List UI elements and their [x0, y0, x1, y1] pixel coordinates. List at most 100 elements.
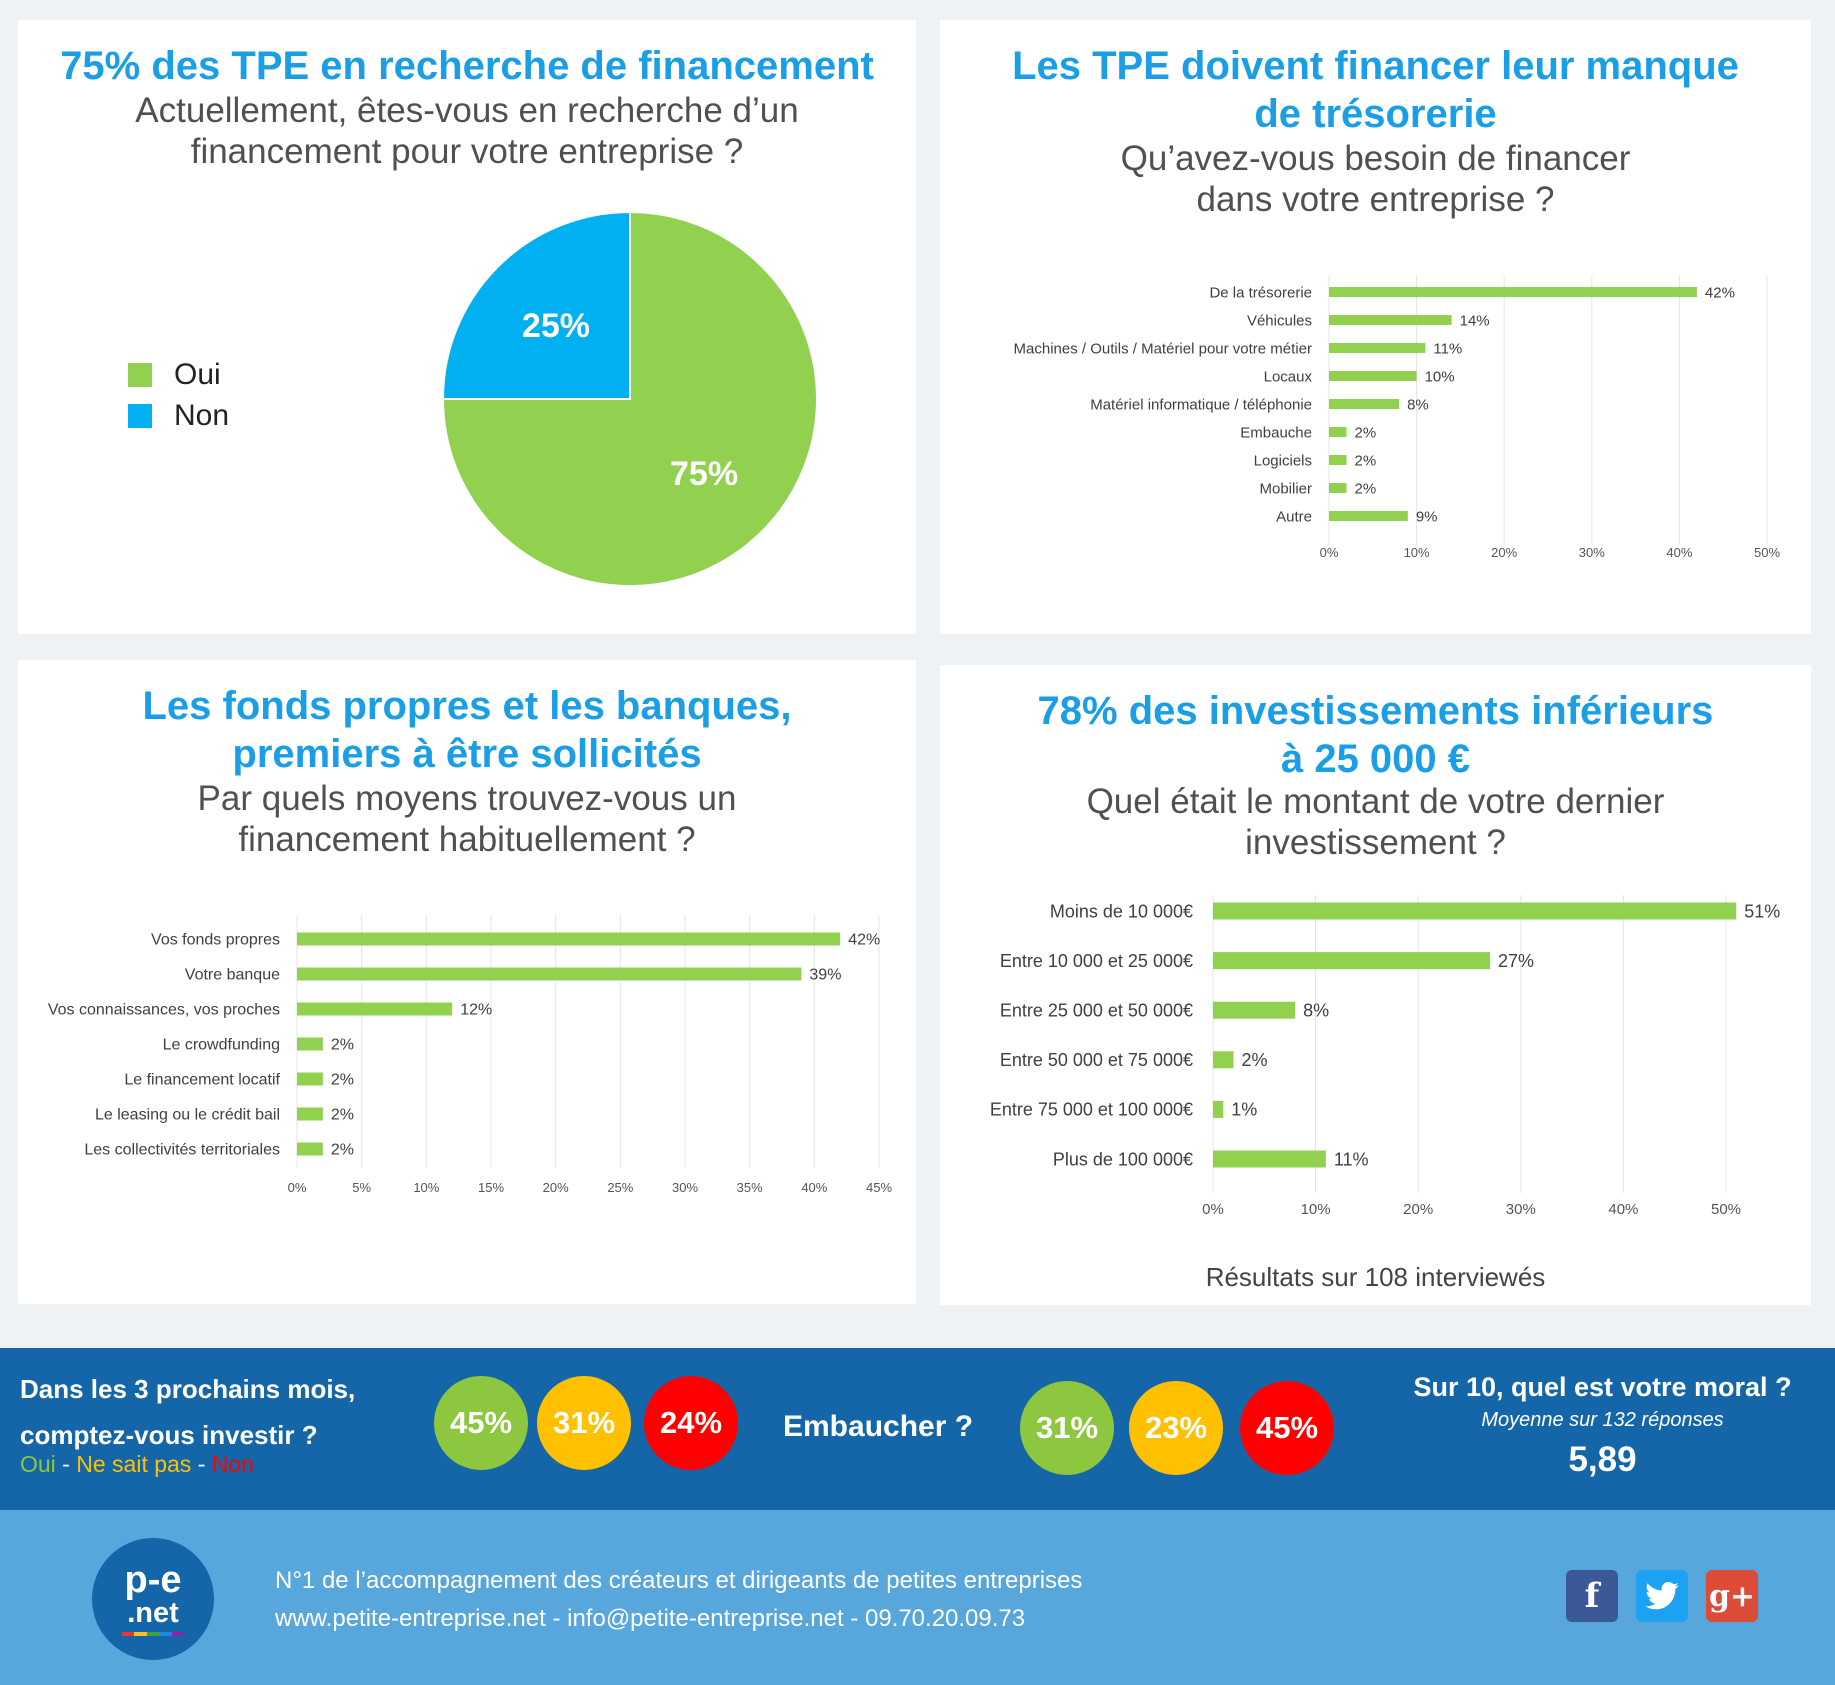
category-label: Votre banque	[185, 967, 280, 984]
invest-oui-circle: 45%	[434, 1376, 528, 1470]
bar-chart-amount: 0% 10% 20% 30% 40% 50% Moins de 10 000€ 51% Entr…	[990, 895, 1780, 1218]
pie-chart: 75% 25%	[441, 210, 818, 587]
pie-label-non: 25%	[522, 307, 590, 345]
x-tick-label: 30%	[1579, 545, 1605, 560]
x-tick-label: 10%	[1301, 1201, 1331, 1218]
logo-color-bar	[122, 1632, 185, 1636]
legend-item-non: Non	[128, 395, 229, 436]
data-label: 2%	[1355, 424, 1377, 441]
bar	[1329, 343, 1426, 353]
twitter-icon[interactable]	[1636, 1570, 1688, 1622]
x-tick-label: 45%	[866, 1180, 892, 1195]
data-label: 39%	[809, 967, 841, 984]
bar	[1329, 427, 1347, 437]
x-tick-label: 50%	[1711, 1201, 1741, 1218]
category-label: Vos connaissances, vos proches	[48, 1002, 280, 1019]
panel-question-line2: investissement ?	[1245, 823, 1506, 862]
bar	[1213, 1150, 1326, 1168]
x-tick-label: 0%	[1320, 545, 1339, 560]
bar	[1213, 952, 1491, 970]
bar-chart-means: 0% 5% 10% 15% 20% 25% 30% 35% 40% 45% Vos fonds pr…	[48, 915, 892, 1195]
pe-net-logo[interactable]: p-e .net	[92, 1538, 214, 1660]
legend-swatch-oui	[128, 362, 152, 387]
panel-question-line1: Par quels moyens trouvez-vous un	[197, 779, 737, 818]
data-label: 1%	[1231, 1100, 1257, 1120]
x-tick-label: 15%	[478, 1180, 504, 1195]
category-label: Véhicules	[1247, 312, 1312, 329]
legend-item-oui: Oui	[128, 354, 229, 395]
panel-title-line2: premiers à être sollicités	[232, 732, 702, 776]
data-label: 10%	[1425, 368, 1455, 385]
facebook-icon[interactable]: f	[1566, 1570, 1618, 1622]
x-tick-label: 40%	[801, 1180, 827, 1195]
legend-swatch-non	[128, 403, 152, 428]
footer-text: N°1 de l’accompagnement des créateurs et…	[275, 1562, 1082, 1638]
moral-block: Sur 10, quel est votre moral ? Moyenne s…	[1370, 1372, 1835, 1480]
panel-title-line2: de trésorerie	[1254, 92, 1497, 136]
category-label: Moins de 10 000€	[1050, 901, 1193, 921]
results-footnote: Résultats sur 108 interviewés	[1205, 1262, 1546, 1292]
category-label: Matériel informatique / téléphonie	[1090, 396, 1312, 413]
x-tick-label: 30%	[1506, 1201, 1536, 1218]
hire-nsp-circle: 23%	[1129, 1381, 1223, 1475]
legend-nsp: Ne sait pas	[76, 1451, 192, 1477]
x-tick-label: 10%	[1404, 545, 1430, 560]
bar	[1329, 315, 1452, 325]
data-label: 8%	[1407, 396, 1429, 413]
data-label: 2%	[331, 1072, 354, 1089]
data-label: 12%	[460, 1002, 492, 1019]
category-label: Entre 50 000 et 75 000€	[1000, 1050, 1193, 1070]
legend-oui: Oui	[20, 1451, 56, 1477]
legend-sep: -	[191, 1451, 212, 1477]
x-tick-label: 20%	[543, 1180, 569, 1195]
bar	[1329, 511, 1408, 521]
panel-title-line1: Les fonds propres et les banques,	[142, 684, 792, 728]
panel-investment-amount: 78% des investissements inférieurs à 25 …	[940, 665, 1811, 1305]
x-tick-label: 40%	[1666, 545, 1692, 560]
category-label: Entre 10 000 et 25 000€	[1000, 951, 1193, 971]
x-tick-label: 0%	[288, 1180, 307, 1195]
data-label: 51%	[1744, 901, 1780, 921]
data-label: 9%	[1416, 508, 1438, 525]
moral-subtitle: Moyenne sur 132 réponses	[1481, 1409, 1724, 1431]
footer-contact[interactable]: www.petite-entreprise.net - info@petite-…	[275, 1605, 1026, 1632]
x-tick-label: 0%	[1202, 1201, 1224, 1218]
category-label: Vos fonds propres	[151, 932, 280, 949]
x-tick-label: 20%	[1403, 1201, 1433, 1218]
panel-title-line1: Les TPE doivent financer leur manque	[1012, 44, 1739, 88]
data-label: 2%	[1355, 452, 1377, 469]
data-label: 11%	[1433, 340, 1462, 357]
bar	[1329, 483, 1347, 493]
bar	[297, 1072, 323, 1086]
bar	[297, 1142, 323, 1156]
googleplus-icon[interactable]: g+	[1706, 1570, 1758, 1622]
bar	[1213, 1051, 1234, 1069]
data-label: 2%	[331, 1037, 354, 1054]
pie-slice-non	[441, 210, 631, 400]
x-tick-label: 10%	[413, 1180, 439, 1195]
invest-question-line2: comptez-vous investir ?	[20, 1420, 318, 1450]
invest-question: Dans les 3 prochains mois, comptez-vous …	[20, 1366, 355, 1458]
data-label: 11%	[1334, 1149, 1369, 1169]
bar	[1213, 902, 1737, 920]
data-label: 8%	[1303, 1001, 1329, 1021]
panel-question-line2: financement pour votre entreprise ?	[190, 132, 744, 171]
data-label: 42%	[848, 932, 880, 949]
x-tick-label: 5%	[352, 1180, 371, 1195]
data-label: 2%	[1355, 480, 1377, 497]
bar	[297, 967, 802, 981]
footer: p-e .net N°1 de l’accompagnement des cré…	[0, 1510, 1835, 1685]
panel-question-line1: Quel était le montant de votre dernier	[1086, 782, 1665, 821]
panel-question-line2: dans votre entreprise ?	[1196, 180, 1555, 219]
bar	[297, 1037, 323, 1051]
x-tick-label: 20%	[1491, 545, 1517, 560]
legend-non: Non	[211, 1451, 254, 1477]
category-label: De la trésorerie	[1209, 284, 1312, 301]
category-label: Les collectivités territoriales	[84, 1142, 280, 1159]
legend-label-non: Non	[174, 398, 230, 432]
pie-label-oui: 75%	[670, 455, 738, 493]
moral-question: Sur 10, quel est votre moral ?	[1413, 1372, 1792, 1402]
panel-title: 75% des TPE en recherche de financement	[60, 44, 874, 88]
category-label: Plus de 100 000€	[1053, 1149, 1193, 1169]
bar	[297, 932, 841, 946]
